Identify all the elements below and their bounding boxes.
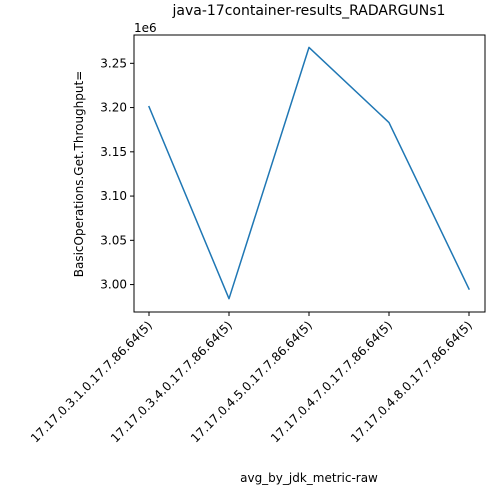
y-tick-label: 3.10: [100, 189, 127, 203]
y-tick-label: 3.15: [100, 145, 127, 159]
y-tick-label: 3.20: [100, 101, 127, 115]
y-tick-label: 3.25: [100, 56, 127, 70]
x-axis-ticks: 17.17.0.3.1.0.17.7.86.64(5)17.17.0.3.4.0…: [28, 312, 475, 445]
y-axis-ticks: 3.00 3.05 3.10 3.15 3.20 3.25: [100, 56, 134, 292]
series-line: [148, 46, 471, 300]
series-layer: [148, 46, 471, 300]
x-axis-label: avg_by_jdk_metric-raw: [240, 471, 378, 485]
y-axis-label: BasicOperations.Get.Throughput=: [72, 71, 86, 278]
y-tick-label: 3.00: [100, 278, 127, 292]
y-offset-label: 1e6: [134, 21, 157, 35]
plot-frame: [133, 34, 486, 313]
y-tick-label: 3.05: [100, 233, 127, 247]
chart-title: java-17container-results_RADARGUNs1: [172, 3, 446, 19]
